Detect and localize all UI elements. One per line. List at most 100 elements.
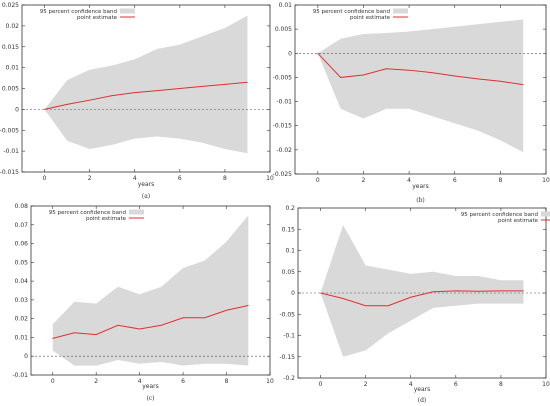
legend-line-label: point estimate xyxy=(350,15,391,21)
point-estimate-point xyxy=(160,324,162,326)
point-estimate-point xyxy=(139,328,141,330)
x-tick-label: 10 xyxy=(542,177,550,184)
panel-c: -0.01 0 0.01 0.02 0.03 0.04 0.05 0.06 0.07 0.08 0 2… xyxy=(12,203,274,402)
legend-band-swatch xyxy=(393,8,408,14)
y-tick-label: -0.025 xyxy=(273,171,293,178)
x-tick-label: 4 xyxy=(409,381,413,388)
legend-band-swatch xyxy=(541,211,550,217)
point-estimate-point xyxy=(224,83,226,85)
y-tick-label: 0.025 xyxy=(2,2,19,9)
y-tick-label: 0.08 xyxy=(15,203,29,210)
y-tick-label: -0.01 xyxy=(276,99,292,106)
y-tick-label: -0.02 xyxy=(276,147,292,154)
y-tick-label: 0.01 xyxy=(6,65,20,72)
y-tick-label: 0.005 xyxy=(275,26,292,33)
legend-line-label: point estimate xyxy=(77,15,118,21)
legend-band-swatch xyxy=(120,8,135,14)
point-estimate-point xyxy=(342,298,344,299)
point-estimate-point xyxy=(365,305,367,307)
panel-caption: (c) xyxy=(146,395,154,402)
point-estimate-point xyxy=(44,108,45,110)
legend-band-label: 95 percent confidence band xyxy=(49,210,126,216)
legend-line-label: point estimate xyxy=(86,216,127,222)
confidence-band xyxy=(52,215,249,366)
x-tick-label: 0 xyxy=(43,175,47,182)
x-axis-label: years xyxy=(142,383,159,390)
panel-caption: (a) xyxy=(142,193,150,200)
x-tick-label: 10 xyxy=(266,175,274,182)
x-tick-label: 2 xyxy=(88,175,92,182)
y-tick-label: -0.1 xyxy=(283,333,295,340)
legend-band-label: 95 percent confidence band xyxy=(461,212,538,218)
point-estimate-point xyxy=(500,290,502,292)
point-estimate-point xyxy=(317,52,319,54)
y-tick-label: 0.15 xyxy=(282,226,296,233)
point-estimate-point xyxy=(431,72,433,73)
confidence-band xyxy=(320,225,524,357)
x-tick-label: 6 xyxy=(181,378,185,385)
point-estimate-point xyxy=(363,74,364,76)
point-estimate-line xyxy=(44,81,248,110)
y-tick-label: 0.03 xyxy=(15,297,29,304)
x-tick-label: 2 xyxy=(94,378,98,385)
x-tick-label: 2 xyxy=(362,177,366,184)
plot-frame xyxy=(294,4,547,175)
point-estimate-point xyxy=(182,317,184,319)
x-tick-label: 8 xyxy=(499,381,503,388)
x-tick-label: 6 xyxy=(178,175,182,182)
point-estimate-line xyxy=(52,305,249,339)
point-estimate-point xyxy=(74,332,75,334)
x-tick-label: 0 xyxy=(319,381,323,388)
y-tick-label: -0.005 xyxy=(273,74,293,81)
y-tick-label: 0 xyxy=(288,50,292,57)
x-tick-label: 4 xyxy=(138,378,142,385)
panel-caption: (b) xyxy=(416,197,425,204)
point-estimate-point xyxy=(522,84,524,86)
y-tick-label: 0.015 xyxy=(2,44,19,51)
panel-d: -0.2 -0.15 -0.1 -0.05 0 0.05 0.1 0.15 0.2 0 2 4 6 8 10… xyxy=(279,205,550,404)
y-tick-label: 0.1 xyxy=(285,248,295,255)
x-tick-label: 4 xyxy=(407,177,411,184)
x-tick-label: 6 xyxy=(453,177,457,184)
panel-b: -0.025 -0.02 -0.015 -0.01 -0.005 0 0.005 0.01 0 2… xyxy=(273,2,550,204)
point-estimate-point xyxy=(66,103,68,105)
y-tick-label: 0.02 xyxy=(6,23,20,30)
x-tick-label: 10 xyxy=(266,378,274,385)
point-estimate-point xyxy=(408,69,410,71)
y-tick-label: 0.2 xyxy=(285,205,295,212)
point-estimate-point xyxy=(499,80,501,82)
y-tick-label: 0.06 xyxy=(15,241,29,248)
x-axis-label: years xyxy=(138,181,155,188)
point-estimate-point xyxy=(340,77,342,78)
x-tick-label: 0 xyxy=(316,177,320,184)
point-estimate-point xyxy=(134,92,136,94)
point-estimate-point xyxy=(523,290,524,292)
point-estimate-point xyxy=(477,290,479,292)
point-estimate-point xyxy=(455,290,457,292)
point-estimate-point xyxy=(320,292,321,294)
point-estimate-point xyxy=(89,99,91,101)
y-tick-label: 0.04 xyxy=(15,278,29,285)
y-tick-label: 0.07 xyxy=(15,222,29,229)
legend-band-label: 95 percent confidence band xyxy=(40,9,117,15)
y-tick-label: -0.15 xyxy=(279,354,295,361)
point-estimate-point xyxy=(111,95,113,96)
point-estimate-point xyxy=(179,88,181,89)
y-tick-label: -0.01 xyxy=(12,372,28,379)
x-tick-label: 6 xyxy=(454,381,458,388)
point-estimate-line xyxy=(320,290,524,307)
legend-band-swatch xyxy=(129,209,144,215)
y-tick-label: 0.02 xyxy=(15,316,29,323)
y-tick-label: -0.005 xyxy=(0,127,19,134)
y-tick-label: 0 xyxy=(15,106,19,113)
y-tick-label: -0.05 xyxy=(279,311,295,318)
point-estimate-point xyxy=(117,324,119,326)
point-estimate-point xyxy=(204,317,206,319)
point-estimate-point xyxy=(201,86,203,87)
y-tick-label: 0.005 xyxy=(2,86,19,93)
x-tick-label: 8 xyxy=(498,177,502,184)
point-estimate-point xyxy=(477,78,478,80)
point-estimate-point xyxy=(410,296,412,298)
point-estimate-point xyxy=(52,337,54,339)
